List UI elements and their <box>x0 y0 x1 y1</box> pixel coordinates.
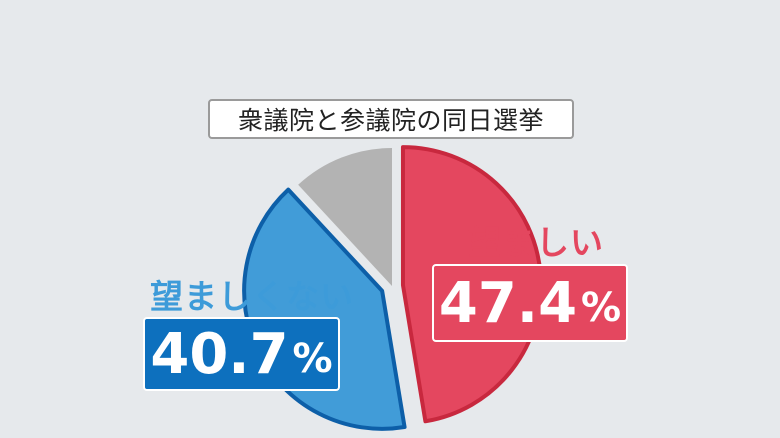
label-undesirable: 望ましくない <box>150 277 354 316</box>
chart-title: 衆議院と参議院の同日選挙 <box>208 99 574 139</box>
value-undesirable-unit: % <box>292 336 333 382</box>
value-undesirable: 40.7% <box>143 317 340 391</box>
slice-other <box>298 148 392 286</box>
label-desirable: 望ましい <box>468 223 604 262</box>
value-desirable-unit: % <box>581 285 622 331</box>
value-desirable-number: 47.4 <box>438 270 578 336</box>
value-undesirable-number: 40.7 <box>150 321 289 387</box>
value-desirable: 47.4% <box>432 264 628 342</box>
